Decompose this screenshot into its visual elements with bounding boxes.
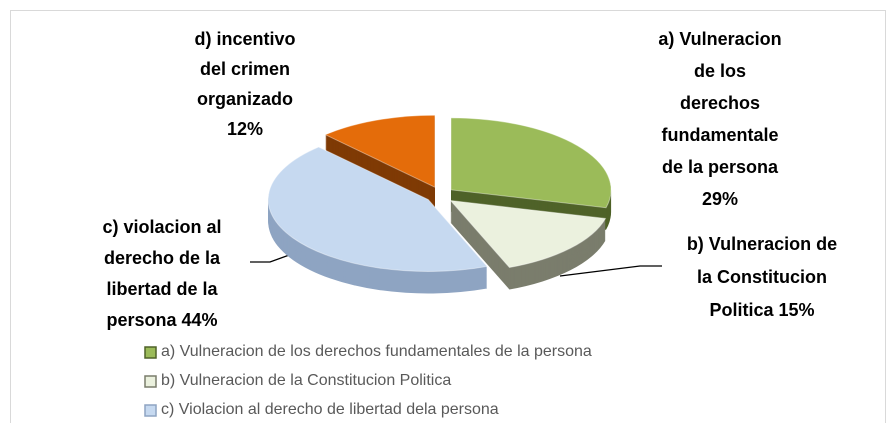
legend-swatch	[144, 346, 157, 359]
data-label: fundamentale	[661, 125, 778, 145]
data-label: la Constitucion	[697, 267, 827, 287]
data-label-name: a) Vulneracion	[658, 29, 781, 49]
legend-swatch	[144, 375, 157, 388]
slice	[450, 117, 612, 209]
data-label-name: libertad de la	[106, 279, 218, 299]
leader-line	[559, 265, 662, 277]
data-label: derecho de la	[104, 248, 221, 268]
data-label: de los	[694, 61, 746, 81]
data-label-name: b) Vulneracion de	[687, 234, 837, 254]
data-label-name: de los	[694, 61, 746, 81]
legend-item: a) Vulneracion de los derechos fundament…	[144, 343, 592, 360]
data-label-name: derechos	[680, 93, 760, 113]
data-label-name: Politica	[709, 300, 774, 320]
data-label-value: 44%	[182, 310, 218, 330]
leader-line	[250, 253, 293, 263]
slice	[267, 146, 489, 272]
data-label-name: persona	[106, 310, 177, 330]
legend-item: c) Violacion al derecho de libertad dela…	[144, 401, 499, 418]
data-label: organizado	[197, 89, 293, 109]
data-label-name: del crimen	[200, 59, 290, 79]
data-label: derechos	[680, 93, 760, 113]
data-label-value: 12%	[227, 119, 263, 139]
data-label: persona 44%	[106, 310, 217, 330]
data-label-name: fundamentale	[661, 125, 778, 145]
data-label: a) Vulneracion	[658, 29, 781, 49]
legend-label: b) Vulneracion de la Constitucion Politi…	[161, 372, 451, 389]
data-label-name: d) incentivo	[194, 29, 295, 49]
data-label-name: de la persona	[662, 157, 779, 177]
data-label: c) violacion al	[102, 217, 221, 237]
data-label-name: la Constitucion	[697, 267, 827, 287]
legend-label: c) Violacion al derecho de libertad dela…	[161, 401, 499, 418]
legend-swatch	[144, 404, 157, 417]
slice	[449, 199, 607, 269]
data-label-value: 29%	[702, 189, 738, 209]
legend-item: b) Vulneracion de la Constitucion Politi…	[144, 372, 451, 389]
legend-label: a) Vulneracion de los derechos fundament…	[161, 343, 592, 360]
data-label: Politica 15%	[709, 300, 814, 320]
data-label: del crimen	[200, 59, 290, 79]
data-label-name: derecho de la	[104, 248, 221, 268]
slice	[324, 114, 436, 188]
data-label: libertad de la	[106, 279, 218, 299]
data-label-value: 15%	[779, 300, 815, 320]
data-label-name: c) violacion al	[102, 217, 221, 237]
data-label: d) incentivo	[194, 29, 295, 49]
data-label: b) Vulneracion de	[687, 234, 837, 254]
data-label-name: organizado	[197, 89, 293, 109]
data-label: de la persona	[662, 157, 779, 177]
